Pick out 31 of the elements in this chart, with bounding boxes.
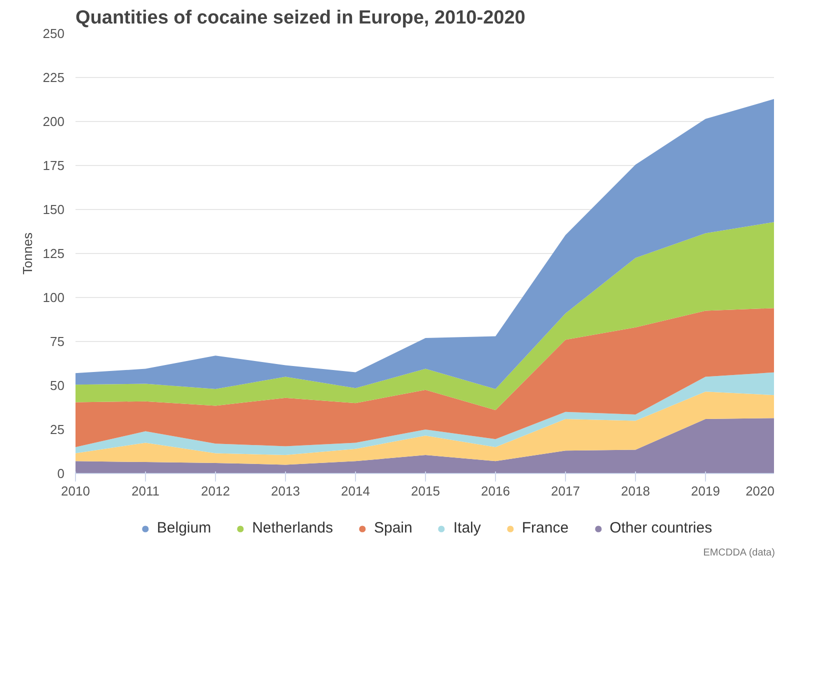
y-tick-label: 200 (42, 114, 65, 129)
y-tick-label: 225 (42, 70, 65, 85)
legend-label: Belgium (156, 520, 212, 536)
y-axis-title: Tonnes (20, 232, 35, 274)
y-tick-label: 25 (50, 422, 65, 437)
y-tick-label: 100 (42, 290, 65, 305)
legend-label: Spain (374, 520, 412, 536)
x-tick-label: 2020 (746, 484, 774, 498)
legend-label: Netherlands (252, 520, 333, 536)
chart-title: Quantities of cocaine seized in Europe, 2010-2020 (76, 8, 526, 28)
x-tick-label: 2019 (691, 484, 720, 498)
y-tick-label: 150 (42, 202, 65, 217)
x-tick-label: 2016 (481, 484, 510, 498)
x-tick-label: 2013 (271, 484, 300, 498)
x-tick-label: 2012 (201, 484, 230, 498)
legend-label: France (522, 520, 569, 536)
y-tick-label: 175 (42, 158, 65, 173)
x-tick-label: 2011 (132, 484, 160, 498)
y-tick-label: 250 (42, 26, 65, 41)
y-tick-label: 0 (57, 466, 65, 481)
x-tick-label: 2017 (551, 484, 580, 498)
legend-label: Italy (453, 520, 481, 536)
x-tick-label: 2014 (341, 484, 370, 498)
text: EMCDDA (data) (703, 548, 775, 558)
legend-label: Other countries (610, 520, 712, 536)
y-tick-label: 50 (50, 378, 65, 393)
x-tick-label: 2015 (411, 484, 440, 498)
y-tick-label: 75 (50, 334, 65, 349)
y-tick-label: 125 (42, 246, 65, 261)
x-tick-label: 2010 (61, 484, 90, 498)
x-tick-label: 2018 (621, 484, 650, 498)
